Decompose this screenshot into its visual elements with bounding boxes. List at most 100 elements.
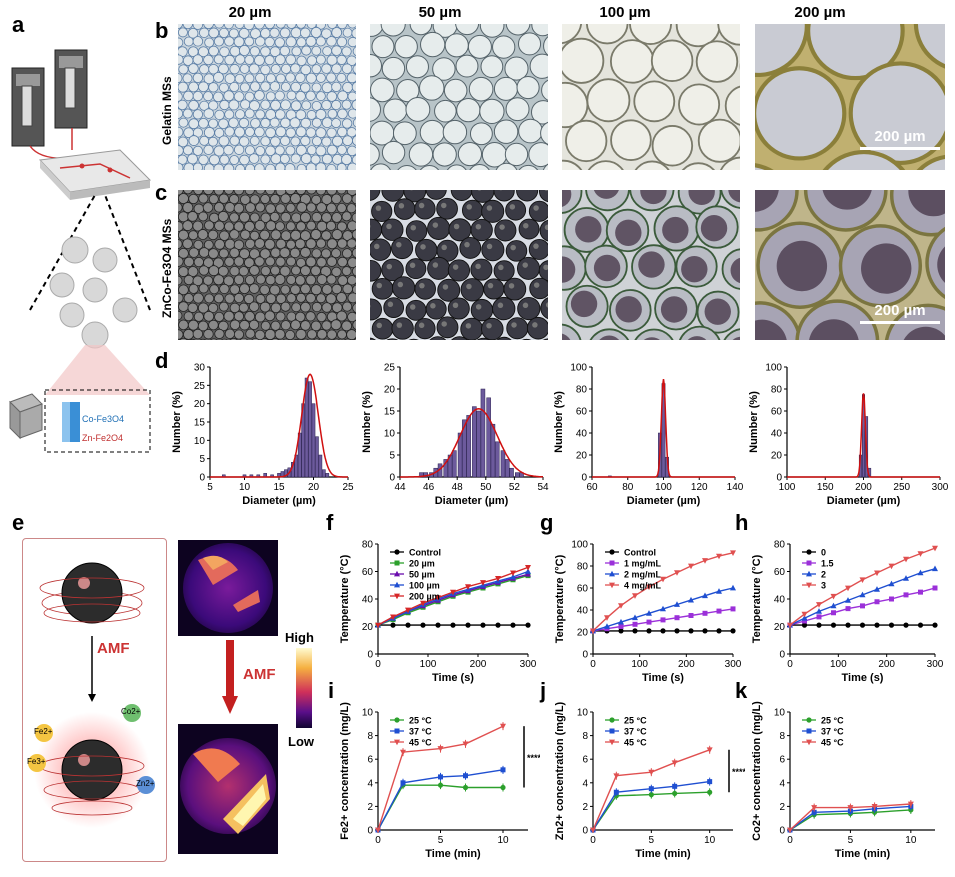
- data-point: [405, 607, 411, 614]
- data-point: [888, 563, 895, 570]
- data-point: [816, 602, 822, 608]
- x-tick-label: 0: [787, 835, 793, 846]
- data-point: [917, 569, 924, 576]
- y-tick-label: 40: [774, 595, 786, 606]
- data-point: [400, 780, 406, 786]
- y-tick-label: 6: [582, 755, 588, 766]
- data-point: [435, 595, 441, 601]
- panel-label-c: c: [155, 180, 168, 205]
- panel-label-a: a: [12, 12, 25, 37]
- legend-marker: [394, 593, 400, 600]
- data-point: [716, 553, 722, 560]
- legend-marker: [394, 739, 400, 746]
- data-point: [613, 789, 619, 795]
- data-point: [702, 610, 708, 616]
- legend-label: Control: [409, 548, 441, 558]
- data-point: [702, 592, 708, 599]
- data-point: [660, 617, 666, 623]
- data-point: [811, 805, 818, 811]
- y-tick-label: 8: [367, 731, 373, 742]
- co-fe3o4-label: Co-Fe3O4: [82, 414, 125, 424]
- data-point: [435, 622, 441, 628]
- legend-marker: [806, 560, 812, 566]
- amf-schematic: [28, 562, 155, 828]
- y-axis-label: Number (%): [748, 391, 760, 453]
- data-point: [831, 610, 836, 616]
- histogram-bar: [315, 436, 319, 478]
- x-tick-label: 300: [520, 659, 537, 670]
- y-tick-label: 0: [779, 826, 785, 837]
- chart-i: 0 5 10 0 2 4 6 8 10 Time (min) Fe2+ concentration …: [339, 702, 540, 860]
- micrograph-gelatin-200: [755, 24, 945, 170]
- data-point: [510, 573, 516, 580]
- series-2: [787, 565, 938, 628]
- heated-particle-icon: [39, 739, 145, 816]
- data-point: [816, 614, 822, 620]
- y-tick-label: 25: [194, 381, 206, 392]
- legend-marker: [394, 549, 400, 555]
- column-header-20: 20 µm: [228, 4, 272, 21]
- legend-label: 1.5: [821, 559, 834, 569]
- y-tick-label: 100: [570, 363, 587, 374]
- data-point: [495, 575, 501, 582]
- data-point: [672, 790, 678, 797]
- legend-marker: [806, 717, 812, 723]
- device-schematic: [9, 49, 152, 453]
- data-point: [889, 596, 894, 602]
- x-tick-label: 50: [480, 482, 492, 493]
- zn-ion-label: Zn2+: [136, 779, 155, 788]
- x-tick-label: 200: [678, 659, 695, 670]
- data-point: [917, 622, 924, 628]
- data-point: [903, 622, 909, 628]
- x-tick-label: 200: [855, 482, 872, 493]
- series-line: [789, 547, 936, 626]
- x-tick-label: 0: [590, 835, 596, 846]
- significance-label: ****: [732, 767, 745, 777]
- data-point: [830, 622, 837, 628]
- micrograph-znco-100: [562, 190, 740, 340]
- legend-label: 37 °C: [624, 727, 647, 737]
- data-point: [632, 628, 638, 634]
- chart-d4: 100 150 200 250 300 0 20 40 60 80 100 Diameter (µm)…: [748, 363, 949, 508]
- x-tick-label: 54: [537, 482, 549, 493]
- series-0: [590, 628, 736, 634]
- data-point: [801, 611, 808, 618]
- y-tick-label: 0: [779, 650, 785, 661]
- y-tick-label: 10: [362, 708, 374, 719]
- y-axis-label: Fe2+ concentration (mg/L): [339, 702, 351, 840]
- data-point: [787, 622, 793, 629]
- series-4: [375, 564, 531, 629]
- data-point: [888, 580, 895, 587]
- row-label-gelatin: Gelatin MSs: [160, 76, 174, 145]
- microsphere-cluster-icon: [49, 236, 138, 349]
- legend-label: 2 mg/mL: [624, 570, 662, 580]
- x-tick-label: 200: [878, 659, 895, 670]
- data-point: [674, 628, 680, 634]
- data-point: [847, 805, 854, 811]
- series-2: [375, 722, 506, 834]
- data-point: [500, 723, 506, 730]
- data-point: [716, 628, 722, 634]
- y-tick-label: 80: [774, 540, 786, 551]
- data-point: [671, 760, 678, 766]
- panel-label-e: e: [12, 510, 25, 535]
- histogram-bar: [466, 415, 471, 478]
- y-tick-label: 80: [362, 540, 374, 551]
- data-point: [845, 622, 851, 628]
- series-2: [590, 745, 713, 834]
- y-tick-label: 100: [765, 363, 782, 374]
- y-axis-label: Zn2+ concentration (mg/L): [554, 701, 566, 840]
- data-point: [660, 628, 666, 634]
- data-point: [632, 593, 638, 599]
- histogram-bar: [480, 388, 486, 478]
- series-line: [377, 574, 529, 626]
- data-point: [618, 618, 624, 625]
- co-ion-label: Co2+: [121, 707, 141, 716]
- data-point: [932, 622, 938, 628]
- histogram-bar: [494, 441, 500, 478]
- data-point: [463, 773, 468, 779]
- micrograph-gelatin-20: [178, 24, 356, 170]
- data-point: [390, 622, 396, 628]
- legend-marker: [394, 728, 400, 734]
